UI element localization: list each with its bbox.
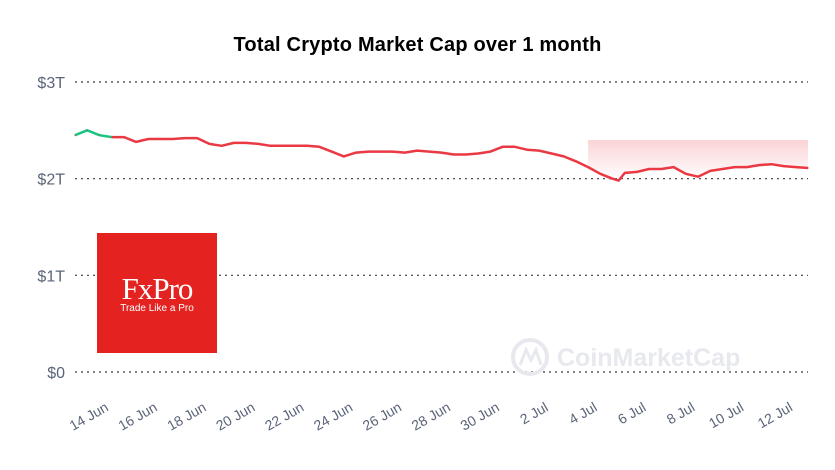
data-point <box>355 152 357 154</box>
coinmarketcap-icon-mark <box>518 346 543 366</box>
data-point <box>135 141 137 143</box>
data-point <box>245 142 247 144</box>
data-point <box>709 170 711 172</box>
x-tick-label: 12 Jul <box>755 399 795 432</box>
data-point <box>587 166 589 168</box>
data-point <box>489 151 491 153</box>
data-point <box>379 151 381 153</box>
data-point <box>331 151 333 153</box>
data-point <box>367 151 369 153</box>
fxpro-logo: FxPro Trade Like a Pro <box>97 233 217 353</box>
data-point <box>550 152 553 155</box>
data-point <box>783 165 785 167</box>
area-highlight <box>588 140 808 181</box>
data-point <box>294 145 296 147</box>
data-point <box>86 129 88 131</box>
data-point <box>257 143 259 145</box>
x-tick-label: 6 Jul <box>615 399 649 428</box>
data-point <box>306 145 308 147</box>
data-point <box>563 155 565 157</box>
x-tick-label: 14 Jun <box>67 399 111 434</box>
x-tick-label: 18 Jun <box>164 399 208 434</box>
x-tick-label: 20 Jun <box>213 399 257 434</box>
x-tick-label: 26 Jun <box>360 399 404 434</box>
data-point <box>611 178 614 180</box>
data-point <box>123 136 125 138</box>
data-point <box>734 166 736 168</box>
data-point <box>184 137 186 139</box>
data-point <box>807 167 809 169</box>
data-point <box>392 151 394 153</box>
data-point <box>526 149 528 151</box>
data-point <box>233 142 235 144</box>
data-point <box>514 146 516 148</box>
data-point <box>147 138 149 140</box>
data-point <box>660 168 663 170</box>
y-tick-label: $0 <box>47 365 65 382</box>
data-point <box>538 150 540 152</box>
y-tick-label: $1T <box>37 268 65 285</box>
data-point <box>618 180 620 182</box>
data-point <box>282 145 284 147</box>
data-point <box>404 152 406 154</box>
data-point <box>269 145 272 147</box>
data-point <box>196 137 198 139</box>
data-point <box>502 146 504 148</box>
logo-brand: FxPro <box>121 271 194 306</box>
data-point <box>318 146 320 148</box>
x-tick-label: 22 Jun <box>262 399 306 434</box>
data-point <box>599 173 601 175</box>
coinmarketcap-watermark: CoinMarketCap <box>511 338 740 376</box>
x-tick-label: 28 Jun <box>409 399 453 434</box>
chart-title: Total Crypto Market Cap over 1 month <box>233 34 602 56</box>
watermark-text: CoinMarketCap <box>557 344 740 372</box>
logo-tagline: Trade Like a Pro <box>120 303 194 314</box>
data-point <box>575 160 577 162</box>
data-point <box>111 136 113 138</box>
data-point <box>172 138 174 140</box>
data-point <box>795 166 797 168</box>
series-line-up <box>74 129 112 139</box>
y-tick-label: $2T <box>37 172 65 189</box>
data-point <box>721 168 724 170</box>
data-point <box>453 153 455 156</box>
data-point <box>208 143 210 145</box>
coinmarketcap-icon <box>511 338 549 376</box>
x-tick-label: 8 Jul <box>664 399 698 428</box>
data-point <box>758 164 760 166</box>
data-point <box>428 151 430 153</box>
data-point <box>648 168 650 170</box>
data-point <box>343 155 345 157</box>
data-point <box>624 172 626 174</box>
x-tick-label: 16 Jun <box>115 399 159 434</box>
data-point <box>440 152 443 154</box>
data-point <box>159 138 162 140</box>
data-point <box>673 166 675 168</box>
data-point <box>746 166 748 168</box>
data-point <box>770 163 773 165</box>
y-tick-label: $3T <box>37 75 65 92</box>
data-point <box>98 134 100 136</box>
data-point <box>74 134 76 136</box>
x-tick-label: 2 Jul <box>517 399 551 428</box>
x-tick-label: 24 Jun <box>311 399 355 434</box>
data-point <box>416 150 418 152</box>
data-point <box>465 153 467 156</box>
x-tick-label: 10 Jul <box>706 399 746 432</box>
data-point <box>477 152 479 155</box>
x-tick-label: 4 Jul <box>566 399 600 428</box>
data-point <box>697 176 699 178</box>
data-point <box>221 145 223 147</box>
x-tick-label: 30 Jun <box>457 399 501 434</box>
data-point <box>636 171 638 173</box>
data-point <box>685 173 687 175</box>
